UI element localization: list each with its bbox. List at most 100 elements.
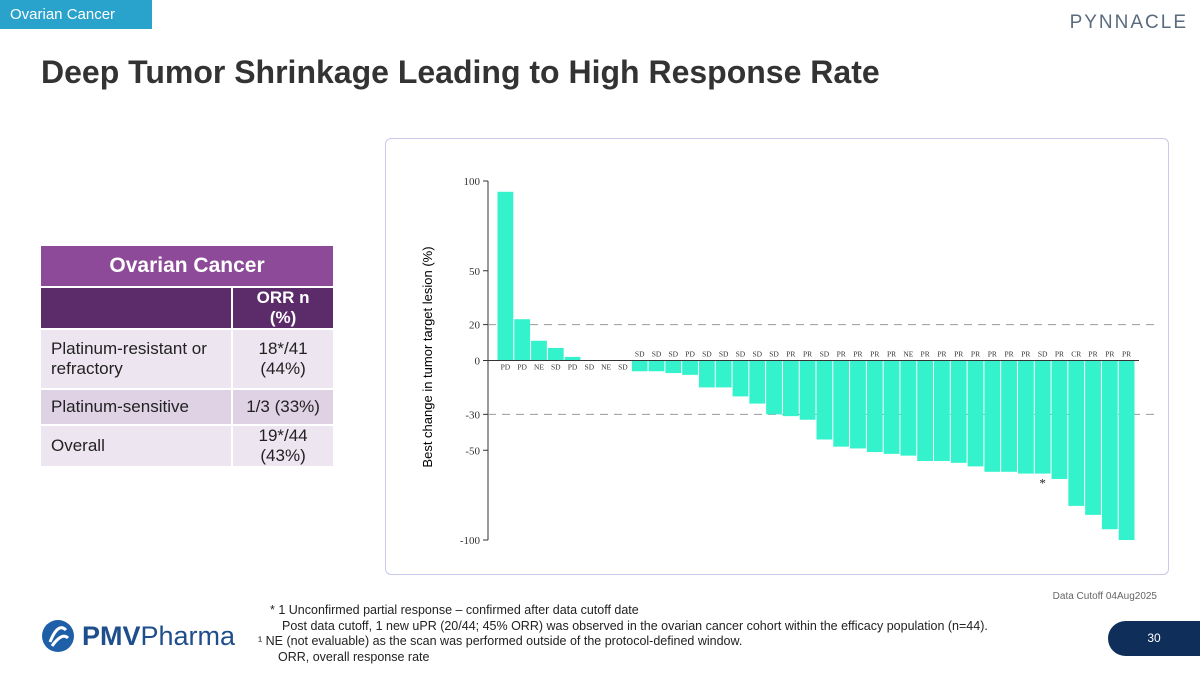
category-label: SD [752,350,762,359]
section-tag: Ovarian Cancer [0,0,152,29]
category-label: PR [1021,350,1030,359]
category-label: PR [937,350,946,359]
bar [1101,360,1118,530]
bar [917,360,934,462]
category-label: SD [618,363,628,372]
y-tick-label: 20 [469,320,481,332]
logo-bold: PMV [82,620,141,651]
bar [782,360,799,417]
category-label: PD [517,363,527,372]
bar [564,356,581,361]
bar [1034,360,1051,474]
logo: PMVPharma [40,618,235,654]
orr-table: Ovarian Cancer ORR n (%) Platinum-resist… [41,244,333,468]
row-label: Platinum-sensitive [41,390,232,424]
bar [934,360,950,462]
bar [1068,360,1085,506]
bar [967,360,984,467]
bar [866,360,883,453]
y-tick-label: 100 [464,176,481,188]
bar [1118,360,1135,540]
bar [766,360,782,415]
category-label: PR [1088,350,1097,359]
bar [883,360,900,454]
category-label: PR [1055,350,1064,359]
bar [900,360,917,456]
bar [514,319,531,361]
bar [1085,360,1101,515]
bar [833,360,850,447]
bar [682,360,698,375]
y-tick-label: -100 [460,535,481,547]
category-label: NE [601,363,611,372]
logo-rest: Pharma [140,620,236,651]
footnotes: * 1 Unconfirmed partial response – confi… [258,603,988,665]
slide-title: Deep Tumor Shrinkage Leading to High Res… [41,54,880,90]
category-label: PR [1004,350,1013,359]
footnote: ORR, overall response rate [278,649,430,664]
category-label: NE [903,350,913,359]
bar [799,360,816,420]
category-label: SD [635,350,645,359]
brand: PYNNACLE [1069,12,1188,33]
bar [1017,360,1034,474]
page-number: 30 [1108,621,1200,656]
category-label: PR [887,350,896,359]
chart-panel [385,138,1169,575]
category-label: SD [702,350,712,359]
bar [665,360,682,374]
category-label: PR [837,350,846,359]
bar [950,360,967,463]
category-label: PD [568,363,578,372]
category-label: PR [1122,350,1131,359]
category-label: SD [736,350,746,359]
bar [698,360,715,388]
category-label: SD [652,350,662,359]
bar [732,360,749,397]
category-label: PR [803,350,812,359]
bar [497,191,514,361]
bar [749,360,766,404]
y-tick-label: -50 [465,445,480,457]
category-label: PD [685,350,695,359]
bar [816,360,833,440]
table-header: ORR n (%) [231,288,333,328]
category-label: PR [870,350,879,359]
bar [1051,360,1068,479]
footnote: * 1 Unconfirmed partial response – confi… [270,603,639,617]
bar [531,340,547,361]
category-label: SD [820,350,830,359]
annotation: * [1039,476,1046,491]
category-label: PR [1105,350,1114,359]
category-label: SD [585,363,595,372]
table-title: Ovarian Cancer [41,246,333,286]
row-value: 18*/41 (44%) [231,330,333,388]
y-tick-label: -30 [465,409,480,421]
category-label: PR [921,350,930,359]
category-label: SD [551,363,561,372]
logo-icon [42,620,74,652]
footnote: ¹ NE (not evaluable) as the scan was per… [258,634,743,648]
bar [715,360,732,388]
bar [648,360,665,372]
category-label: NE [534,363,544,372]
y-tick-label: 50 [469,266,481,278]
bar [631,360,648,372]
category-label: PR [853,350,862,359]
row-label: Platinum-resistant or refractory [41,330,232,388]
category-label: PR [988,350,997,359]
category-label: CR [1071,350,1081,359]
category-label: PR [786,350,795,359]
row-value: 1/3 (33%) [231,390,333,424]
category-label: SD [668,350,678,359]
footnote: Post data cutoff, 1 new uPR (20/44; 45% … [282,618,988,633]
category-label: SD [1038,350,1048,359]
y-axis-label: Best change in tumor target lesion (%) [420,246,435,467]
y-tick-label: 0 [475,356,481,368]
row-value: 19*/44 (43%) [231,426,333,466]
data-cutoff: Data Cutoff 04Aug2025 [1052,591,1157,602]
bar [984,360,1001,472]
bar [1001,360,1017,472]
category-label: PD [501,363,511,372]
